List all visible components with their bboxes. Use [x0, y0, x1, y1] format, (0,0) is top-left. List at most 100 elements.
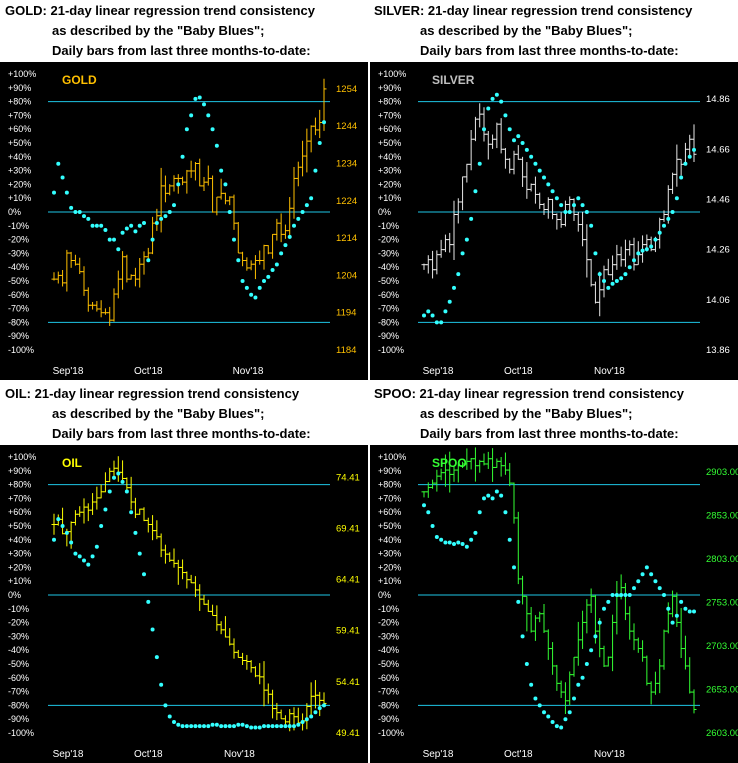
oil-price-bar [150, 515, 156, 541]
oil-baby-blue-dot [107, 489, 112, 494]
spoo-price-bar [528, 606, 534, 633]
spoo-baby-blue-dot [460, 541, 465, 546]
silver-baby-blue-dot [434, 320, 439, 325]
gold-baby-blue-dot [287, 234, 292, 239]
gold-header-line-1: GOLD: 21-day linear regression trend con… [5, 3, 315, 18]
silver-header-line-2: as described by the "Baby Blues"; [420, 23, 633, 38]
oil-left-tick: +30% [8, 549, 31, 559]
silver-baby-blue-dot [550, 189, 555, 194]
oil-price-bar [317, 691, 323, 717]
silver-baby-blue-dot [439, 320, 444, 325]
gold-left-tick: -60% [8, 290, 29, 300]
oil-baby-blue-dot [253, 725, 258, 730]
oil-baby-blue-dot [287, 724, 292, 729]
silver-price-bar [490, 134, 496, 149]
spoo-price-bar [640, 640, 646, 662]
gold-price-bar [180, 176, 186, 186]
oil-price-bar [111, 460, 117, 477]
gold-left-tick: -20% [8, 235, 29, 245]
silver-baby-blue-dot [529, 154, 534, 159]
silver-price-bar [610, 255, 616, 281]
gold-price-bar [94, 301, 100, 312]
spoo-baby-blue-dot [580, 675, 585, 680]
gold-price-bar [115, 270, 121, 299]
spoo-price-bar [648, 681, 654, 705]
oil-price-bar [205, 599, 211, 612]
spoo-baby-blue-dot [426, 510, 431, 515]
gold-price-bar [107, 306, 113, 326]
oil-price-bar [218, 621, 224, 635]
silver-baby-blue-dot [640, 248, 645, 253]
silver-price-bar [541, 203, 547, 215]
silver-price-bar [678, 158, 684, 176]
oil-baby-blue-dot [322, 703, 326, 708]
silver-left-tick: +70% [378, 110, 401, 120]
oil-baby-blue-dot [163, 703, 168, 708]
gold-price-bar [210, 175, 216, 213]
gold-baby-blue-dot [292, 223, 296, 228]
gold-left-tick: -90% [8, 331, 29, 341]
silver-baby-blue-dot [520, 141, 525, 145]
spoo-baby-blue-dot [692, 609, 696, 614]
oil-baby-blue-dot [146, 599, 151, 604]
silver-baby-blue-dot [447, 299, 452, 304]
gold-series-label: GOLD [62, 73, 97, 87]
spoo-price-bar [511, 482, 517, 524]
gold-chart-svg: +100% +90% +80% +70% +60% +50% +40% +30% +20% +10… [8, 69, 357, 377]
gold-right-tick: 1184 [336, 345, 356, 356]
oil-price-bar [192, 576, 198, 598]
spoo-price-bar [532, 615, 538, 641]
spoo-price-bar [610, 614, 616, 672]
spoo-baby-blue-dot [434, 535, 439, 540]
spoo-baby-blue-dot [636, 579, 641, 584]
gold-price-bar [192, 162, 198, 181]
spoo-baby-blue-dot [533, 696, 538, 701]
silver-baby-blue-dot [494, 92, 499, 97]
silver-baby-blue-dot [572, 203, 576, 208]
gold-baby-blue-dot [52, 190, 56, 195]
silver-baby-blue-dot [683, 161, 688, 166]
spoo-right-tick: 2653.00 [706, 684, 738, 695]
spoo-baby-blue-dot [619, 593, 624, 597]
silver-baby-blue-dot [464, 237, 469, 242]
silver-left-tick: 0% [378, 207, 391, 217]
oil-left-tick: -50% [8, 659, 29, 669]
silver-baby-blue-dot [606, 285, 611, 290]
gold-price-bar [214, 196, 220, 216]
spoo-price-bar [490, 448, 496, 482]
oil-baby-blue-dot [129, 510, 134, 515]
silver-price-bar [520, 156, 526, 187]
gold-baby-blue-dot [227, 210, 232, 214]
gold-baby-blue-dot [142, 221, 146, 226]
oil-baby-blue-dot [214, 722, 219, 727]
oil-baby-blue-dot [279, 724, 284, 729]
silver-baby-blue-dot [477, 161, 482, 166]
oil-baby-blue-dot [210, 722, 215, 727]
oil-left-tick: -40% [8, 645, 29, 655]
spoo-baby-blue-dot [430, 524, 435, 528]
oil-price-bar [214, 605, 220, 631]
silver-baby-blue-dot [593, 251, 598, 256]
silver-price-bar [511, 150, 517, 175]
spoo-left-tick: -90% [378, 714, 399, 724]
spoo-price-bar [472, 447, 478, 482]
spoo-price-bar [644, 655, 650, 686]
silver-price-bar [528, 183, 534, 192]
oil-x-label: Oct'18 [134, 749, 163, 760]
spoo-left-tick: +90% [378, 466, 401, 476]
silver-baby-blue-dot [657, 230, 662, 235]
oil-left-tick: +40% [8, 535, 31, 545]
spoo-price-bar [687, 657, 693, 694]
gold-baby-blue-dot [116, 247, 121, 252]
gold-price-bar [124, 254, 130, 283]
gold-baby-blue-dot [159, 216, 164, 221]
spoo-baby-blue-dot [670, 620, 675, 625]
gold-header-line-2: as described by the "Baby Blues"; [52, 23, 265, 38]
gold-baby-blue-dot [236, 258, 241, 263]
silver-left-tick: +100% [378, 69, 406, 79]
oil-baby-blue-dot [90, 554, 95, 559]
gold-header-line-3: Daily bars from last three months-to-dat… [52, 43, 311, 58]
gold-left-tick: -10% [8, 221, 29, 231]
spoo-baby-blue-dot [687, 609, 692, 614]
oil-baby-blue-dot [189, 724, 194, 729]
